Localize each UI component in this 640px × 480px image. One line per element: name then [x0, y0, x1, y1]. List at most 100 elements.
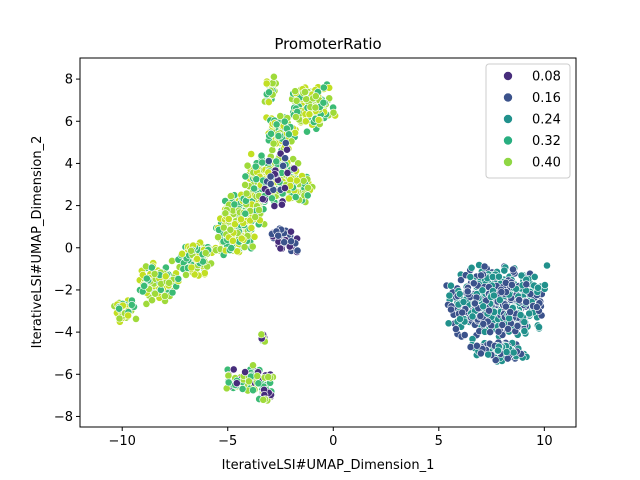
- data-point: [242, 189, 251, 198]
- data-point: [280, 184, 289, 192]
- data-point: [472, 341, 481, 350]
- data-point: [265, 88, 273, 97]
- data-point: [230, 200, 239, 209]
- data-point: [466, 343, 475, 351]
- y-tick-label: −6: [54, 368, 73, 383]
- data-point: [268, 146, 277, 154]
- data-point: [233, 247, 242, 256]
- data-point: [254, 379, 263, 388]
- data-point: [142, 299, 151, 308]
- data-point: [303, 127, 311, 136]
- data-point: [478, 286, 487, 295]
- data-point: [229, 365, 238, 374]
- x-tick-label: −5: [218, 434, 237, 449]
- data-point: [227, 244, 236, 252]
- legend-label: 0.08: [532, 70, 561, 85]
- data-point: [224, 215, 233, 223]
- data-point: [301, 88, 309, 96]
- data-point: [479, 302, 488, 311]
- data-point: [290, 164, 299, 173]
- data-point: [314, 116, 323, 124]
- y-tick-label: 4: [65, 157, 73, 172]
- data-point: [248, 242, 257, 251]
- data-point: [451, 325, 460, 333]
- plot-frame: [79, 57, 577, 428]
- data-point: [287, 227, 295, 236]
- data-point: [329, 108, 338, 117]
- data-point: [258, 195, 267, 203]
- data-point: [241, 368, 249, 376]
- data-point: [187, 263, 196, 272]
- data-point: [305, 110, 314, 119]
- data-point: [532, 303, 541, 311]
- data-point: [249, 386, 257, 395]
- data-point: [151, 289, 159, 298]
- data-point: [530, 272, 539, 281]
- data-point: [250, 184, 258, 193]
- y-tick-label: 8: [65, 73, 73, 88]
- data-point: [147, 263, 156, 272]
- data-point: [447, 305, 455, 314]
- data-point: [214, 233, 222, 242]
- data-point: [468, 312, 477, 321]
- data-point: [253, 372, 262, 380]
- data-point: [467, 263, 476, 272]
- data-point: [240, 243, 249, 251]
- data-point: [534, 283, 542, 292]
- data-point: [264, 157, 273, 165]
- y-tick-label: −4: [54, 326, 73, 341]
- data-point: [269, 139, 278, 148]
- data-point: [509, 265, 517, 274]
- x-axis-ticks: −10 −5 0 5 10: [108, 427, 553, 449]
- legend-marker: [503, 92, 513, 103]
- data-point: [267, 129, 275, 138]
- data-point: [294, 159, 302, 168]
- data-point: [247, 150, 256, 158]
- data-point: [228, 236, 237, 245]
- data-point: [470, 299, 479, 308]
- data-point: [283, 145, 291, 154]
- data-point: [445, 291, 454, 300]
- data-point: [506, 308, 515, 316]
- data-point: [127, 300, 136, 309]
- data-point: [311, 103, 320, 112]
- data-point: [520, 318, 529, 326]
- legend-marker: [503, 135, 513, 146]
- data-point: [543, 261, 551, 270]
- data-point: [287, 237, 295, 246]
- data-point: [304, 183, 312, 192]
- data-point: [272, 120, 281, 129]
- data-point: [541, 281, 549, 289]
- data-point: [115, 304, 123, 313]
- data-point: [140, 281, 148, 290]
- data-point: [476, 349, 485, 358]
- data-point: [494, 272, 503, 281]
- data-point: [264, 98, 273, 106]
- data-point: [497, 288, 506, 296]
- data-point: [503, 354, 512, 363]
- data-point: [280, 238, 289, 247]
- data-point: [280, 117, 289, 126]
- data-point: [491, 356, 500, 364]
- data-point: [247, 223, 256, 232]
- data-point: [291, 87, 300, 96]
- data-point: [249, 361, 257, 370]
- data-point: [160, 292, 169, 300]
- y-tick-label: −2: [54, 283, 73, 298]
- data-point: [292, 96, 301, 105]
- y-axis-label: IterativeLSI#UMAP_Dimension_2: [30, 136, 45, 349]
- data-point: [257, 330, 266, 339]
- data-point: [272, 157, 281, 166]
- legend-label: 0.40: [532, 156, 561, 171]
- data-point: [289, 155, 297, 163]
- data-point: [230, 220, 239, 229]
- data-point: [237, 234, 246, 243]
- y-tick-label: 0: [65, 241, 73, 256]
- data-point: [498, 320, 507, 329]
- data-point: [262, 79, 271, 88]
- data-point: [168, 256, 176, 265]
- data-point: [495, 296, 504, 304]
- data-point: [270, 202, 279, 210]
- y-tick-label: −8: [54, 410, 73, 425]
- data-point: [115, 314, 124, 323]
